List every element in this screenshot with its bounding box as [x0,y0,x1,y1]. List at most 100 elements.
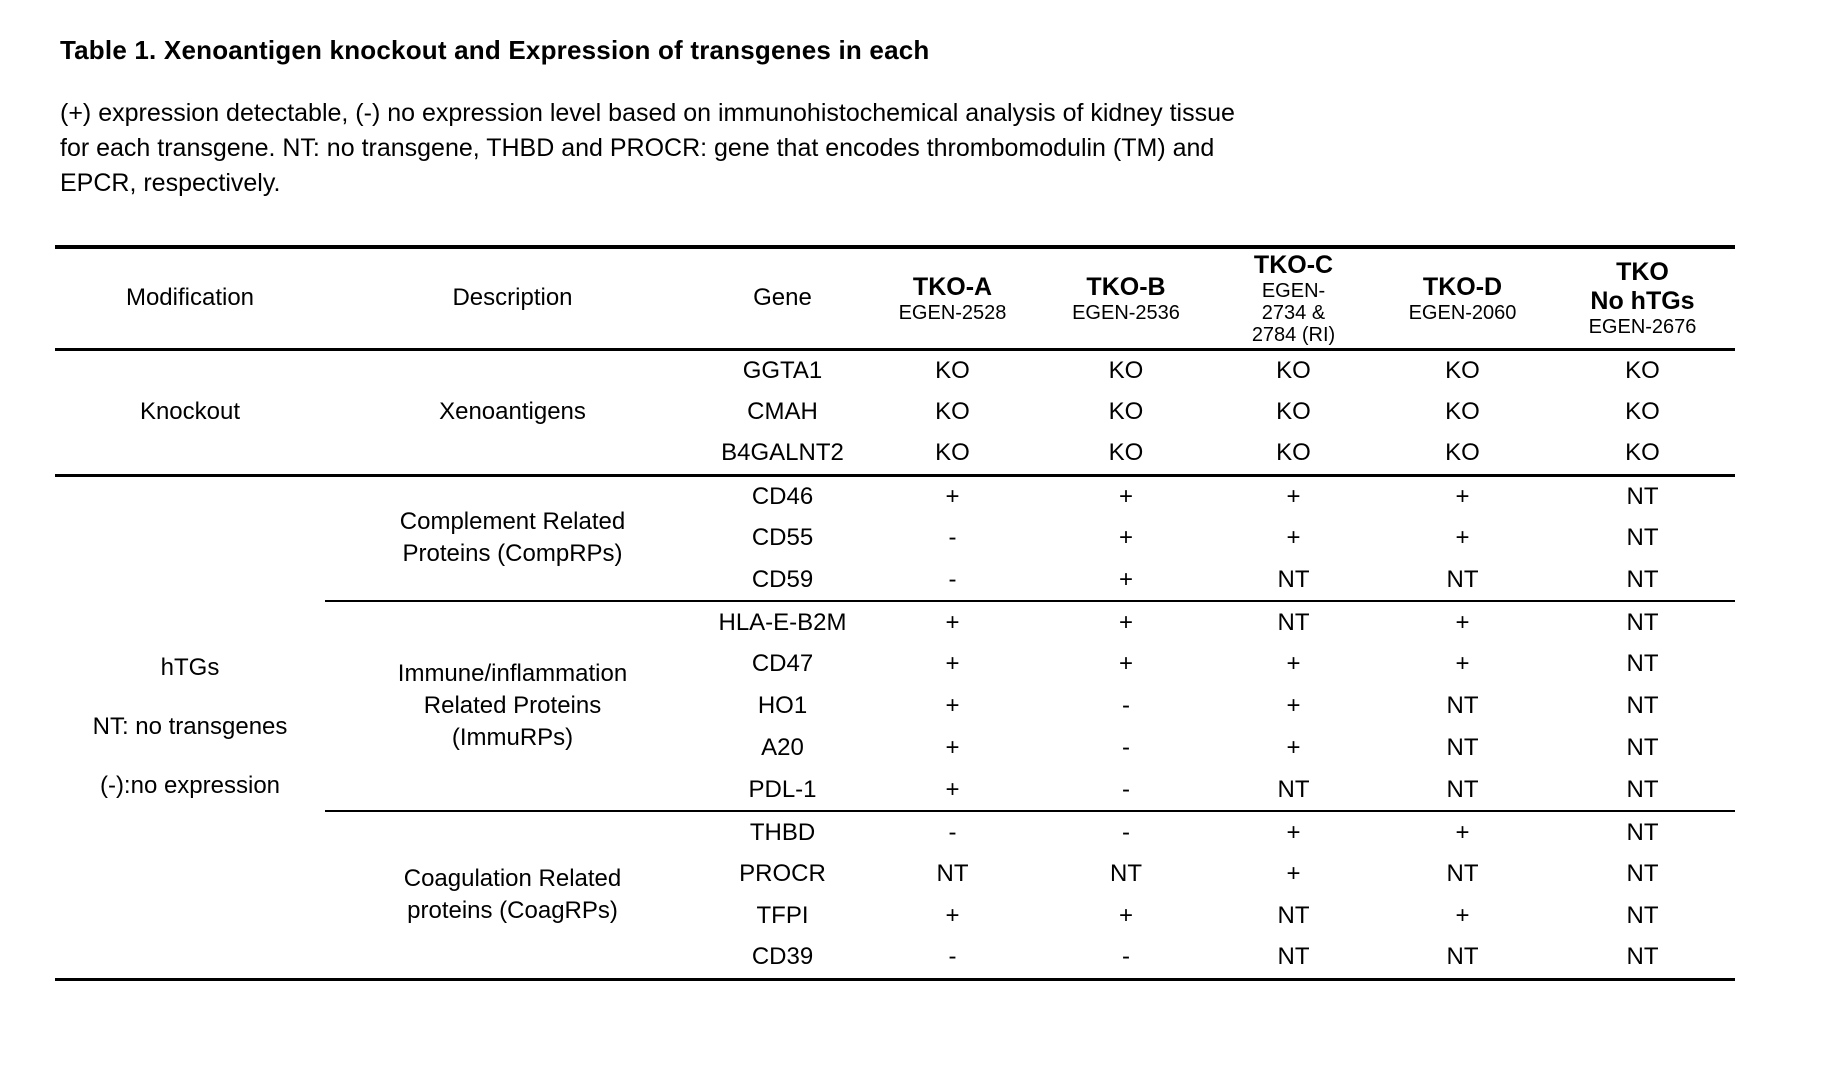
gene-cell: B4GALNT2 [700,433,865,477]
value-cell: KO [1625,398,1660,425]
value-cell: + [1455,818,1470,846]
value-cell: + [945,692,960,719]
group-name: TKO-A [912,272,993,301]
value-cell: NT [1626,524,1659,551]
col-header-description: Description [325,247,700,351]
group-subtitle-line: EGEN-2676 [1588,316,1697,339]
group-name: TKO-D [1422,272,1503,301]
value-cell: NT [1626,818,1659,846]
document-page: Table 1. Xenoantigen knockout and Expres… [55,35,1735,981]
value-cell: + [1455,608,1470,636]
gene-cell: PDL-1 [700,769,865,812]
value-cell: NT [1212,559,1375,602]
gene-cell: GGTA1 [742,356,823,384]
description-line: Coagulation Related [403,864,622,892]
value-cell: KO [1625,356,1660,384]
table-row: CMAH KO KO KO KO KO [55,391,1735,433]
group-subtitle-line: 2734 & [1261,301,1326,324]
value-cell: + [1286,482,1301,510]
value-cell: + [945,902,960,929]
table-row: hTGs NT: no transgenes (-):no expression… [55,475,1735,799]
value-cell: KO [1040,433,1212,477]
value-cell: KO [1276,398,1311,425]
table-row: B4GALNT2 KO KO KO KO KO [55,433,1735,477]
col-header-modification: Modification [55,247,325,351]
value-cell: NT [1626,608,1659,636]
table-row: Knockout Xenoantigens GGTA1 KO KO KO KO … [55,349,1735,477]
value-cell: NT [1626,860,1659,887]
value-cell: NT [1550,559,1735,602]
description-line: proteins (CoagRPs) [407,896,618,924]
gene-cell: HO1 [757,692,808,719]
description-cell: Coagulation Related proteins (CoagRPs) [325,811,700,979]
value-cell: KO [1445,398,1480,425]
value-cell: NT [1277,902,1310,929]
description-line: Complement Related [399,508,626,536]
caption-line: for each transgene. NT: no transgene, TH… [60,134,1215,162]
value-cell: + [1118,524,1133,551]
table-row: CD55 - + + + NT [55,517,1735,559]
group-subtitle: EGEN-2528 [865,302,1040,324]
value-cell: + [1040,559,1212,602]
group-subtitle: EGEN-2676 [1550,316,1735,338]
value-cell: KO [1375,433,1550,477]
caption-line: EPCR, respectively. [60,169,281,197]
group-subtitle: EGEN-2060 [1375,302,1550,324]
value-cell: - [1040,769,1212,812]
value-cell: NT [1375,769,1550,812]
group-name: No hTGs [1590,287,1695,316]
value-cell: + [1286,650,1301,677]
header-row: Modification Description Gene TKO-A EGEN… [55,247,1735,351]
value-cell: KO [1445,356,1480,384]
value-cell: NT [1626,902,1659,929]
modification-note-line: NT: no transgenes [92,713,288,740]
table-row: PDL-1 + - NT NT NT [55,769,1735,812]
gene-cell: CMAH [747,398,818,425]
value-cell: KO [1108,398,1144,425]
value-cell: + [945,482,960,510]
description-cell: Complement Related Proteins (CompRPs) [325,475,700,602]
value-cell: NT [1626,482,1659,510]
group-subtitle-line: 2784 (RI) [1251,323,1336,346]
gene-cell: CD47 [751,650,814,677]
table-row: CD47 + + + + NT [55,643,1735,685]
value-cell: KO [1212,433,1375,477]
value-cell: + [1118,608,1133,636]
gene-cell: CD59 [700,559,865,602]
value-cell: KO [1276,356,1311,384]
value-cell: - [865,559,1040,602]
value-cell: + [1286,860,1301,887]
col-header-tko-no-htgs: TKO No hTGs EGEN-2676 [1550,247,1735,351]
group-name: TKO [1616,258,1669,287]
value-cell: NT [1446,943,1479,971]
value-cell: NT [1212,769,1375,812]
value-cell: NT [1626,650,1659,677]
value-cell: NT [1446,860,1479,887]
value-cell: + [1455,524,1470,551]
value-cell: + [865,769,1040,812]
gene-cell: CD39 [751,943,814,971]
group-name: TKO-B [1086,272,1166,301]
description-line: (ImmuRPs) [451,724,574,751]
group-subtitle-line: EGEN- [1261,279,1326,302]
gene-cell: CD46 [751,482,814,510]
value-cell: + [945,650,960,677]
table-row: CD59 - + NT NT NT [55,559,1735,602]
value-cell: + [1286,818,1301,846]
value-cell: NT [1277,943,1310,971]
value-cell: - [1122,692,1130,719]
table-row: Coagulation Related proteins (CoagRPs) T… [55,811,1735,924]
value-cell: + [1455,902,1470,929]
gene-cell: TFPI [756,902,809,929]
modification-note-line: hTGs [160,654,220,681]
table-row: CD39 - - NT NT NT [55,937,1735,979]
group-subtitle: EGEN- 2734 & 2784 (RI) [1212,280,1375,346]
value-cell: + [1286,734,1301,761]
value-cell: KO [1108,356,1144,384]
value-cell: + [1455,482,1470,510]
group-subtitle-line: EGEN-2060 [1408,301,1517,324]
modification-cell: Knockout [55,349,325,477]
table-row: A20 + - + NT NT [55,727,1735,769]
value-cell: NT [1277,608,1310,636]
value-cell: + [1118,902,1133,929]
